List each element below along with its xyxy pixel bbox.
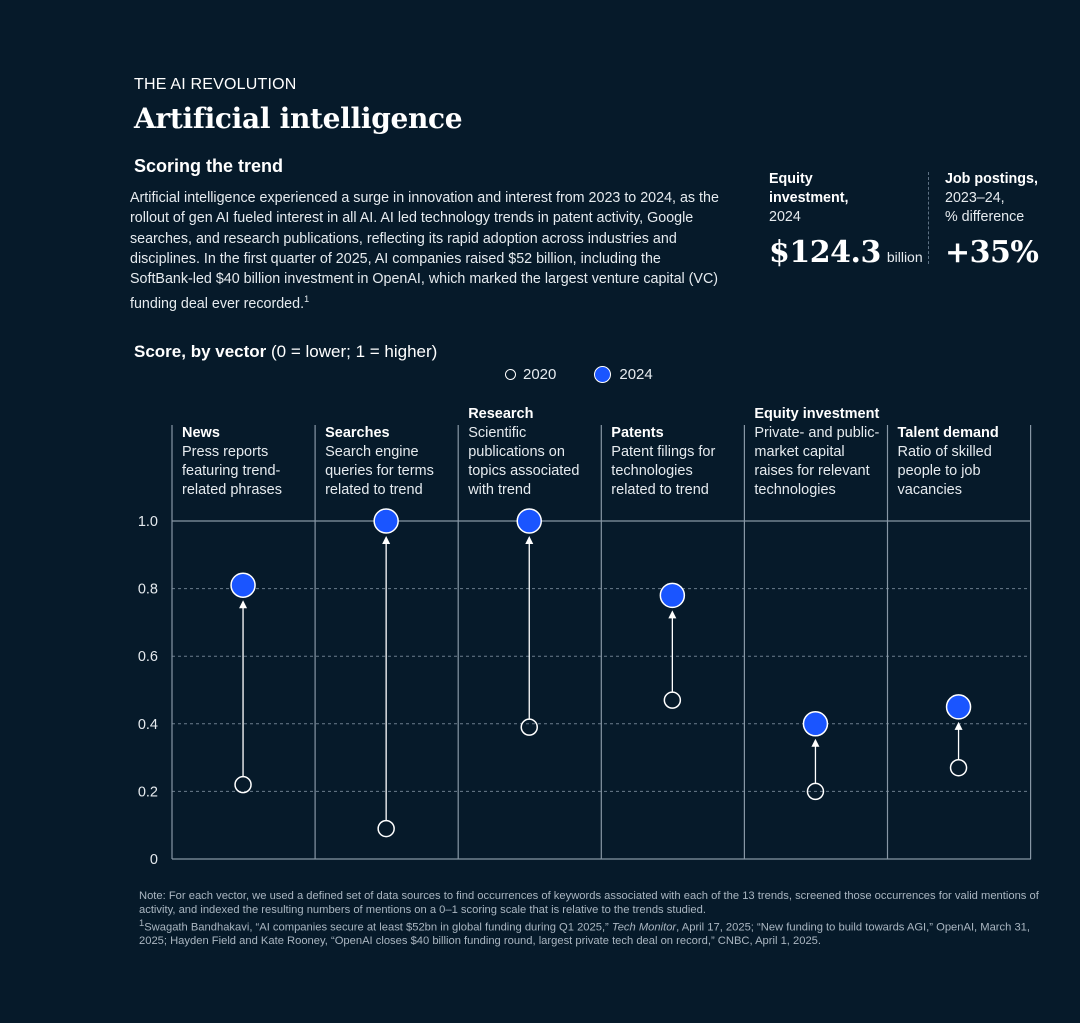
vector-header-patents: Patents Patent filings for technologies rel… <box>611 424 715 500</box>
legend-item-2020: 2020 <box>505 366 556 383</box>
y-tick-label: 0.4 <box>138 717 158 733</box>
vector-description-line: featuring trend- <box>182 463 281 479</box>
legend-2020-marker-icon <box>505 369 516 380</box>
equity-value: $124.3 <box>769 235 881 270</box>
change-arrow-head <box>525 536 534 544</box>
vector-description-line: with trend <box>468 482 532 498</box>
vector-header-talent-demand: Talent demand Ratio of skilled people to j… <box>898 424 999 500</box>
vector-description-line: Search engine <box>325 444 419 460</box>
vector-description-line: Ratio of skilled <box>897 444 992 460</box>
equity-label-year: 2024 <box>769 209 801 225</box>
vector-description-line: technologies <box>611 463 693 479</box>
source-reference: 1Swagath Bandhakavi, “AI companies secur… <box>139 917 1049 949</box>
vector-description-line: raises for relevant <box>754 463 870 479</box>
jobs-value: +35% <box>945 235 1039 270</box>
vector-header-equity-investment: Equity investment Private- and public-mar… <box>754 405 879 500</box>
stat-divider <box>928 172 929 264</box>
dot-2024-news <box>230 572 256 598</box>
y-tick-label: 0.6 <box>138 649 158 665</box>
legend-2020-label: 2020 <box>523 366 557 383</box>
reference-source: Tech Monitor <box>611 921 677 934</box>
vector-description-line: queries for terms <box>325 463 434 479</box>
section-subtitle: Scoring the trend <box>134 156 284 176</box>
y-tick-label: 0 <box>150 852 158 868</box>
vector-description-line: related phrases <box>182 482 282 498</box>
vector-description-line: related to trend <box>325 482 423 498</box>
intro-text: Artificial intelligence experienced a su… <box>130 190 719 313</box>
legend-2024-marker-icon <box>594 366 612 383</box>
vector-description-line: technologies <box>754 482 836 498</box>
vector-description-line: Press reports <box>182 444 269 460</box>
dot-2020-patents <box>663 691 682 709</box>
dot-2020-equity-investment <box>806 782 825 801</box>
change-arrow-head <box>382 536 391 544</box>
vector-description-line: related to trend <box>611 482 709 498</box>
y-tick-label: 1.0 <box>138 514 158 530</box>
change-arrow-head <box>811 738 820 747</box>
vector-description-line: Patent filings for <box>611 444 716 460</box>
dot-2024-searches <box>373 508 399 534</box>
chart-heading: Score, by vector (0 = lower; 1 = higher) <box>134 342 437 362</box>
vector-description-line: Scientific <box>468 425 527 441</box>
jobs-label-line1: Job postings, <box>945 171 1038 187</box>
vector-header-searches: Searches Search engine queries for terms re… <box>325 424 434 500</box>
dot-2024-research <box>516 508 542 534</box>
reference-text-1: Swagath Bandhakavi, “AI companies secure… <box>144 921 612 934</box>
vector-header-research: Research Scientific publications on topics … <box>468 405 579 500</box>
legend-item-2024: 2024 <box>594 366 653 383</box>
score-chart: 0 0.2 0.4 0.6 0.8 1.0 <box>138 425 1032 868</box>
jobs-label-line2: 2023–24, <box>945 190 1005 206</box>
chart-note: Note: For each vector, we used a defined… <box>139 890 1039 916</box>
dot-2020-news <box>234 775 252 794</box>
dot-2020-searches <box>377 819 395 838</box>
vector-description-line: market capital <box>754 444 845 460</box>
vector-description-line: Private- and public- <box>754 425 880 441</box>
chart-legend: 2020 2024 <box>505 366 691 383</box>
eyebrow-label: THE AI REVOLUTION <box>134 76 297 93</box>
change-arrow-head <box>954 721 963 730</box>
vector-name: Research <box>468 406 534 422</box>
vector-name: Patents <box>611 425 664 441</box>
equity-label-line2: investment, <box>769 190 849 206</box>
footnotes: Note: For each vector, we used a defined… <box>139 890 1049 949</box>
chart-heading-scale: (0 = lower; 1 = higher) <box>266 342 438 361</box>
jobs-stat-label: Job postings, 2023–24, % difference <box>945 170 1038 227</box>
jobs-label-line3: % difference <box>945 209 1025 225</box>
equity-stat-label: Equity investment, 2024 <box>769 170 923 227</box>
equity-unit: billion <box>886 249 923 265</box>
vector-header-news: News Press reports featuring trend-related… <box>182 424 282 500</box>
vector-description-line: vacancies <box>897 482 962 498</box>
intro-paragraph: Artificial intelligence experienced a su… <box>130 188 720 315</box>
y-tick-label: 0.8 <box>138 582 158 598</box>
equity-label-line1: Equity <box>769 171 813 187</box>
vector-name: News <box>182 425 220 441</box>
vector-name: Searches <box>325 425 390 441</box>
dot-2024-patents <box>659 582 686 609</box>
dot-2020-research <box>520 718 538 736</box>
dot-2024-talent-demand <box>945 694 972 720</box>
vector-name: Equity investment <box>754 406 880 422</box>
vector-description-line: people to job <box>897 463 981 479</box>
vector-description-line: publications on <box>468 444 565 460</box>
change-arrow-head <box>239 600 248 609</box>
equity-stat: Equity investment, 2024 $124.3 billion <box>769 170 923 270</box>
page-title: Artificial intelligence <box>134 102 463 135</box>
dot-2024-equity-investment <box>802 711 829 737</box>
footnote-mark: 1 <box>304 294 310 305</box>
chart-heading-bold: Score, by vector <box>134 342 267 361</box>
jobs-stat: Job postings, 2023–24, % difference +35% <box>945 170 1039 270</box>
change-arrow-head <box>668 610 677 619</box>
dot-2020-talent-demand <box>949 758 968 777</box>
reference-text-2: , April 17, 2025; “New funding to build … <box>139 921 1031 948</box>
reference-mark: 1 <box>139 918 145 928</box>
legend-2024-label: 2024 <box>619 366 653 383</box>
y-tick-label: 0.2 <box>138 784 158 800</box>
vector-name: Talent demand <box>897 425 999 441</box>
vector-description-line: topics associated <box>468 463 580 479</box>
